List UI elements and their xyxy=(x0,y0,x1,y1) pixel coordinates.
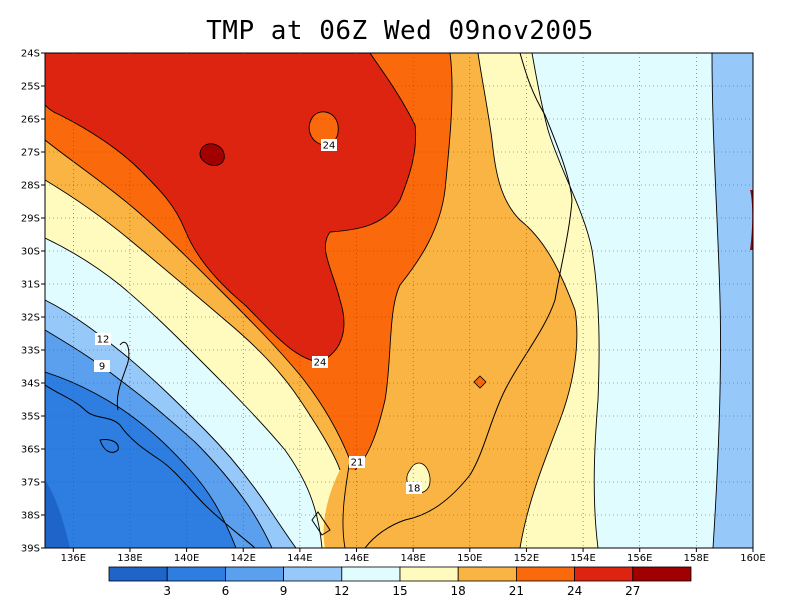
lon-label: 158E xyxy=(684,553,709,564)
colorbar-swatch xyxy=(399,566,459,582)
lon-label: 138E xyxy=(117,553,142,564)
colorbar-label: 18 xyxy=(451,584,466,598)
colorbar-swatch xyxy=(224,566,284,582)
lat-label: 37S xyxy=(21,478,40,489)
contour-label-bg xyxy=(95,333,111,345)
lat-label: 26S xyxy=(21,115,40,126)
contour-label-bg xyxy=(321,139,337,151)
lat-label: 25S xyxy=(21,82,40,93)
colorbar-label: 21 xyxy=(509,584,524,598)
region-east-sliver xyxy=(750,190,753,250)
contour-fill-layer xyxy=(45,53,753,548)
longitude-labels: 136E 138E 140E 142E 144E 146E 148E 150E 152E 154E… xyxy=(61,548,766,564)
region-18-21-east xyxy=(478,53,600,548)
contour-label: 24 xyxy=(323,141,336,152)
colorbar-label: 3 xyxy=(163,584,171,598)
lat-label: 36S xyxy=(21,445,40,456)
colorbar-label: 6 xyxy=(222,584,230,598)
contour-label: 21 xyxy=(351,458,364,469)
colorbar-swatch xyxy=(457,566,517,582)
lon-label: 152E xyxy=(514,553,539,564)
lon-label: 140E xyxy=(174,553,199,564)
colorbar-label: 15 xyxy=(392,584,407,598)
coastline xyxy=(45,53,573,548)
contour-label: 9 xyxy=(99,362,105,373)
lon-label: 142E xyxy=(231,553,256,564)
region-diamond xyxy=(473,375,487,389)
lon-label: 136E xyxy=(61,553,86,564)
colorbar-swatch xyxy=(516,566,576,582)
contour-label: 12 xyxy=(97,335,110,346)
contour-label: 24 xyxy=(314,358,327,369)
contour-label-bg xyxy=(312,356,328,368)
contour-label-bg xyxy=(349,456,365,468)
colorbar-label: 24 xyxy=(567,584,582,598)
lat-label: 24S xyxy=(21,49,40,60)
lon-label: 144E xyxy=(287,553,312,564)
lat-label: 28S xyxy=(21,181,40,192)
plot-frame xyxy=(44,52,754,549)
lat-label: 39S xyxy=(21,544,40,555)
lat-label: 33S xyxy=(21,346,40,357)
region-24-blob xyxy=(309,111,339,146)
lon-label: 146E xyxy=(344,553,369,564)
lat-label: 35S xyxy=(21,412,40,423)
contour-label-bg xyxy=(94,360,110,372)
region-6-9-west xyxy=(45,372,236,548)
region-21-24-west xyxy=(45,140,350,548)
colorbar: 3 6 9 12 15 18 21 24 27 xyxy=(108,566,692,598)
colorbar-label: 9 xyxy=(280,584,288,598)
region-15-18-east xyxy=(532,53,753,548)
lat-label: 29S xyxy=(21,214,40,225)
lat-label: 38S xyxy=(21,511,40,522)
lat-label: 30S xyxy=(21,247,40,258)
latitude-labels: 24S 25S 26S 27S 28S 29S 30S 31S 32S 33S 34S 35S 36S 3… xyxy=(21,49,45,555)
colorbar-label: 27 xyxy=(625,584,640,598)
contour-label-bg xyxy=(406,482,422,494)
colorbar-swatch xyxy=(166,566,226,582)
region-3-6-west xyxy=(45,480,70,548)
lon-label: 156E xyxy=(627,553,652,564)
contour-labels: 24 24 21 18 12 9 xyxy=(94,139,422,495)
lon-label: 148E xyxy=(400,553,425,564)
lat-label: 34S xyxy=(21,379,40,390)
region-27-spot xyxy=(200,143,225,166)
lat-label: 32S xyxy=(21,313,40,324)
colorbar-swatch xyxy=(108,566,168,582)
lon-label: 154E xyxy=(570,553,595,564)
colorbar-swatch xyxy=(632,566,692,582)
contour-label: 18 xyxy=(408,484,421,495)
colorbar-label: 12 xyxy=(334,584,349,598)
lon-label: 150E xyxy=(457,553,482,564)
region-12-15-east xyxy=(712,53,753,548)
lon-label: 160E xyxy=(740,553,765,564)
colorbar-swatch xyxy=(341,566,401,582)
lat-label: 31S xyxy=(21,280,40,291)
colorbar-swatch xyxy=(574,566,634,582)
lat-label: 27S xyxy=(21,148,40,159)
map-title: TMP at 06Z Wed 09nov2005 xyxy=(206,16,594,46)
colorbar-swatch xyxy=(283,566,343,582)
